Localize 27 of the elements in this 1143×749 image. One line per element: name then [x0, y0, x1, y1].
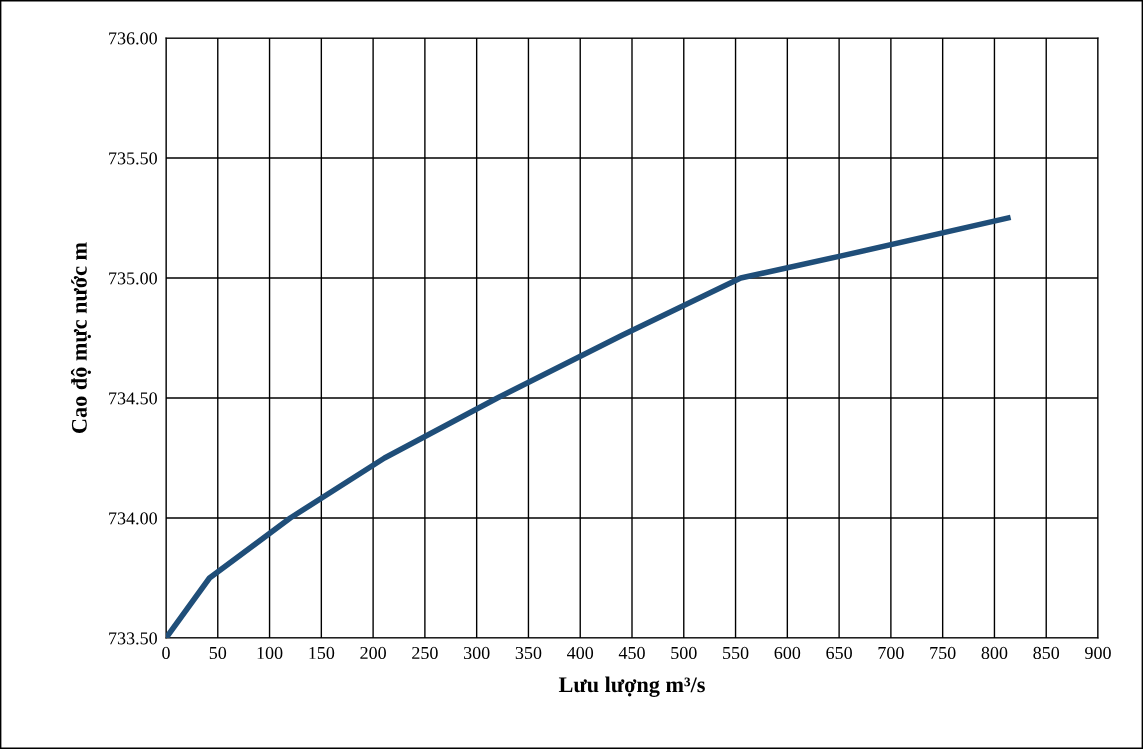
y-tick-label: 734.00 — [109, 512, 157, 525]
x-tick-label: 900 — [1085, 646, 1111, 660]
x-tick-label: 350 — [515, 646, 542, 660]
y-tick-label: 735.50 — [109, 152, 157, 165]
x-tick-label: 100 — [257, 646, 283, 660]
x-axis-title: Lưu lượng m³/s — [558, 676, 705, 697]
x-tick-label: 150 — [309, 646, 335, 660]
x-tick-label: 50 — [209, 646, 227, 660]
x-tick-label: 450 — [618, 646, 645, 660]
x-tick-label: 550 — [723, 646, 749, 660]
x-tick-label: 250 — [412, 646, 438, 660]
x-tick-label: 500 — [671, 646, 697, 660]
x-tick-label: 650 — [826, 646, 852, 660]
x-tick-label: 800 — [981, 646, 1008, 660]
y-tick-label: 735.00 — [109, 272, 157, 285]
x-tick-label: 600 — [774, 646, 801, 660]
y-axis-title: Cao độ mực nước m — [70, 242, 91, 433]
y-tick-label: 733.50 — [109, 632, 157, 645]
x-tick-label: 700 — [878, 646, 904, 660]
x-tick-label: 400 — [567, 646, 594, 660]
y-tick-label: 736.00 — [109, 32, 157, 45]
x-tick-label: 750 — [930, 646, 956, 660]
x-tick-label: 300 — [463, 646, 490, 660]
x-tick-label: 200 — [360, 646, 386, 660]
x-tick-label: 850 — [1033, 646, 1060, 660]
x-tick-label: 0 — [162, 646, 170, 660]
y-tick-label: 734.50 — [109, 392, 157, 405]
